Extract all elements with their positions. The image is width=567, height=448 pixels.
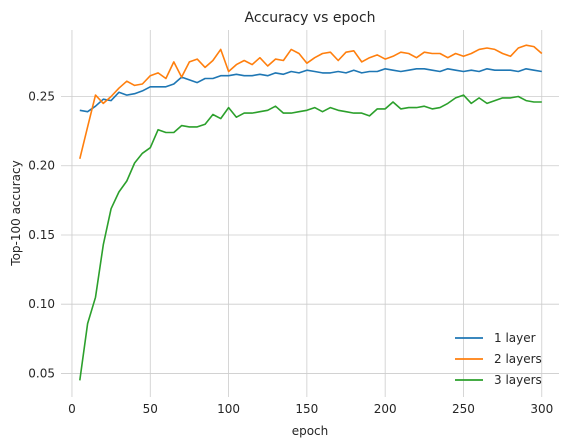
x-tick-label: 250 [452, 402, 475, 416]
x-tick-label: 50 [143, 402, 158, 416]
y-tick-label: 0.10 [28, 297, 55, 311]
x-tick-label: 0 [68, 402, 76, 416]
y-axis-label: Top-100 accuracy [9, 160, 23, 266]
series-lines [79, 44, 543, 381]
x-tick-label: 200 [374, 402, 397, 416]
x-tick-label: 150 [295, 402, 318, 416]
y-tick-label: 0.25 [28, 89, 55, 103]
y-tick-label: 0.15 [28, 228, 55, 242]
y-axis-ticks: 0.05 0.10 0.15 0.20 0.25 [28, 89, 55, 380]
chart-title: Accuracy vs epoch [244, 10, 375, 26]
x-axis-ticks: 0 50 100 150 200 250 300 [68, 402, 553, 416]
legend-label: 1 layer [494, 331, 536, 345]
series-line-3 [79, 94, 542, 381]
legend-label: 3 layers [494, 373, 542, 387]
y-tick-label: 0.20 [28, 159, 55, 173]
legend-label: 2 layers [494, 352, 542, 366]
x-tick-label: 100 [217, 402, 240, 416]
x-tick-label: 300 [530, 402, 553, 416]
legend: 1 layer 2 layers 3 layers [455, 331, 542, 387]
grid [61, 30, 559, 397]
x-axis-label: epoch [292, 424, 329, 438]
series-line-2 [79, 44, 543, 159]
plot-area [61, 30, 559, 397]
series-line-1 [79, 68, 542, 113]
y-tick-label: 0.05 [28, 366, 55, 380]
